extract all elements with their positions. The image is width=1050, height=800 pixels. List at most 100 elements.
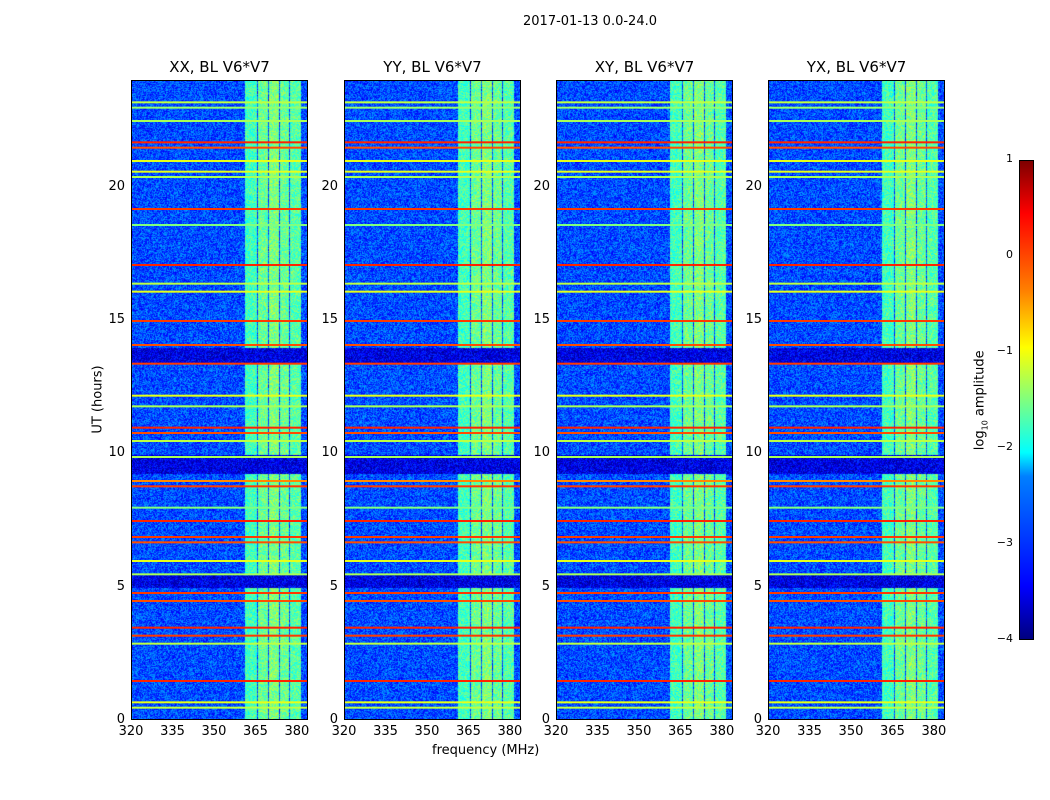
rfi-time-band xyxy=(557,290,732,293)
rfi-time-band xyxy=(557,485,732,488)
colorbar-label-rest: amplitude xyxy=(972,350,988,421)
rfi-time-band xyxy=(769,592,944,594)
rfi-time-band xyxy=(557,426,732,429)
rfi-time-band xyxy=(345,290,520,293)
rfi-time-band xyxy=(345,520,520,522)
rfi-time-band xyxy=(769,440,944,442)
rfi-time-band xyxy=(132,506,307,509)
y-tick-label: 10 xyxy=(533,445,550,461)
rfi-time-band xyxy=(132,701,307,704)
rfi-time-band xyxy=(769,560,944,562)
rfi-time-band xyxy=(345,626,520,629)
rfi-time-band xyxy=(132,432,307,434)
y-tick-label: 10 xyxy=(321,445,338,461)
x-tick-label: 350 xyxy=(626,724,652,739)
spectrogram-panel xyxy=(344,80,521,720)
rfi-time-band xyxy=(345,120,520,122)
rfi-time-band xyxy=(345,106,520,109)
rfi-time-band xyxy=(345,485,520,488)
spectrogram-panel xyxy=(768,80,945,720)
rfi-time-band xyxy=(769,541,944,544)
rfi-time-band xyxy=(769,536,944,538)
rfi-time-band xyxy=(557,405,732,408)
rfi-time-band xyxy=(769,456,944,458)
rfi-time-band xyxy=(132,456,307,458)
x-tick-label: 365 xyxy=(243,724,268,739)
heatmap-background xyxy=(345,81,520,719)
x-tick-label: 365 xyxy=(668,724,693,739)
rfi-time-band xyxy=(769,106,944,109)
rfi-time-band xyxy=(557,456,732,458)
rfi-time-band xyxy=(769,362,944,365)
rfi-time-band xyxy=(345,600,520,602)
rfi-time-band xyxy=(132,480,307,482)
x-tick-label: 335 xyxy=(373,724,398,739)
y-tick-label: 15 xyxy=(108,312,125,327)
rfi-time-band xyxy=(557,264,732,266)
colorbar-tick-label: −1 xyxy=(996,344,1013,357)
rfi-time-band xyxy=(769,600,944,602)
rfi-time-band xyxy=(769,290,944,293)
rfi-time-band xyxy=(345,176,520,178)
rfi-time-band xyxy=(345,573,520,576)
rfi-time-band xyxy=(345,440,520,442)
rfi-time-band xyxy=(345,560,520,562)
rfi-time-band xyxy=(345,170,520,173)
rfi-time-band xyxy=(132,405,307,408)
rfi-time-band xyxy=(132,282,307,285)
rfi-time-band xyxy=(345,506,520,509)
rfi-time-band xyxy=(132,264,307,266)
rfi-time-band xyxy=(132,120,307,122)
rfi-time-band xyxy=(557,432,732,434)
rfi-time-band xyxy=(769,626,944,629)
rfi-time-band xyxy=(557,701,732,704)
rfi-time-band xyxy=(132,485,307,488)
rfi-time-band xyxy=(132,101,307,104)
rfi-time-band xyxy=(769,426,944,429)
rfi-time-band xyxy=(345,536,520,538)
rfi-time-band xyxy=(132,146,307,149)
rfi-time-band xyxy=(132,560,307,562)
rfi-time-band xyxy=(345,141,520,144)
rfi-time-band xyxy=(132,520,307,522)
panel-title: YY, BL V6*V7 xyxy=(383,58,482,76)
rfi-time-band xyxy=(132,626,307,629)
rfi-time-band xyxy=(345,394,520,397)
x-tick-label: 335 xyxy=(585,724,610,739)
y-tick-label: 5 xyxy=(329,578,338,594)
rfi-time-band xyxy=(345,642,520,645)
rfi-time-band xyxy=(345,101,520,104)
rfi-time-band xyxy=(557,706,732,709)
rfi-time-band xyxy=(557,120,732,122)
colorbar-tick-label: 1 xyxy=(1006,152,1013,165)
rfi-time-band xyxy=(557,560,732,562)
rfi-time-band xyxy=(557,160,732,162)
rfi-time-band xyxy=(557,106,732,109)
panel-title: XY, BL V6*V7 xyxy=(594,58,695,76)
rfi-time-band xyxy=(557,344,732,346)
rfi-time-band xyxy=(769,506,944,509)
rfi-time-band xyxy=(132,541,307,544)
rfi-time-band xyxy=(769,485,944,488)
y-tick-label: 20 xyxy=(108,178,125,194)
x-tick-label: 350 xyxy=(414,724,440,739)
rfi-time-band xyxy=(132,160,307,162)
rfi-time-band xyxy=(557,282,732,285)
y-tick-label: 5 xyxy=(541,578,550,594)
rfi-time-band xyxy=(769,120,944,122)
rfi-time-band xyxy=(345,706,520,709)
colorbar-tick-label: −3 xyxy=(996,536,1013,549)
rfi-time-band xyxy=(132,634,307,637)
heatmap-background xyxy=(132,81,307,719)
rfi-time-band xyxy=(557,440,732,442)
rfi-time-band xyxy=(345,146,520,149)
rfi-time-band xyxy=(345,592,520,594)
rfi-time-band xyxy=(769,224,944,226)
x-tick-label: 365 xyxy=(456,724,481,739)
rfi-time-band xyxy=(132,320,307,322)
panel-title: XX, BL V6*V7 xyxy=(169,58,270,76)
rfi-time-band xyxy=(345,480,520,482)
x-tick-label: 335 xyxy=(797,724,822,739)
colorbar-tick-label: −2 xyxy=(996,440,1013,453)
rfi-time-band xyxy=(769,141,944,144)
